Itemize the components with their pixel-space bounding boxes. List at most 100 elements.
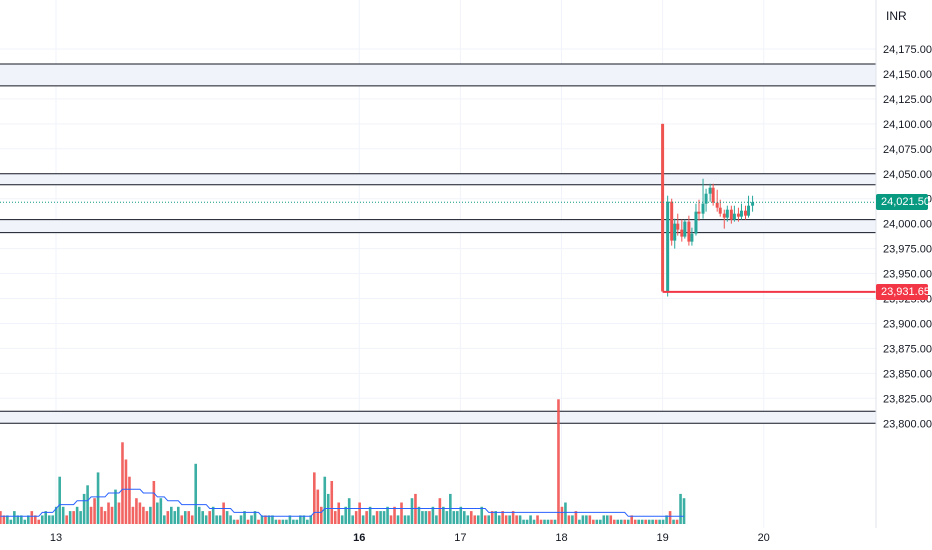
candle-body xyxy=(708,187,712,194)
volume-bar xyxy=(100,506,103,524)
volume-bar xyxy=(403,515,407,524)
volume-bar xyxy=(525,519,529,524)
volume-bar xyxy=(218,515,222,524)
volume-bar xyxy=(483,515,487,524)
volume-bar xyxy=(61,506,65,524)
candle-body xyxy=(722,213,726,218)
volume-bar xyxy=(585,515,588,524)
volume-bar xyxy=(40,515,44,524)
volume-bar xyxy=(54,506,58,524)
volume-bar xyxy=(504,515,508,524)
candle-body xyxy=(725,209,729,218)
volume-bar xyxy=(469,511,473,524)
volume-bar xyxy=(96,472,100,524)
volume-bar xyxy=(271,515,274,524)
volume-bar xyxy=(428,511,431,524)
volume-bar xyxy=(337,502,341,524)
volume-bar xyxy=(264,515,267,524)
price-axis[interactable]: 24,175.00 24,150.00 24,125.00 24,100.00 24,0… xyxy=(883,44,932,430)
volume-bar xyxy=(651,519,654,524)
volume-bar xyxy=(211,506,215,524)
volume-bar xyxy=(295,519,299,524)
volume-bar xyxy=(640,519,644,524)
volume-bar xyxy=(431,506,435,524)
volume-bar xyxy=(672,519,675,524)
volume-bar xyxy=(654,519,658,524)
volume-bar xyxy=(292,519,295,524)
volume-bar xyxy=(459,506,463,524)
volume-bar xyxy=(445,511,449,524)
time-tick-label: 19 xyxy=(656,532,668,544)
candle-body xyxy=(739,210,743,217)
volume-bar xyxy=(333,511,337,524)
volume-bar xyxy=(250,515,253,524)
volume-bar xyxy=(661,519,665,524)
volume-bar xyxy=(128,476,131,524)
volume-bar xyxy=(354,511,358,524)
time-axis[interactable]: 13161718192023242526 xyxy=(50,532,932,544)
volume-bar xyxy=(82,493,86,524)
volume-bar xyxy=(633,519,637,524)
price-tick-label: 24,075.00 xyxy=(883,144,932,156)
volume-bar xyxy=(407,515,410,524)
volume-bar xyxy=(375,511,379,524)
volume-bar xyxy=(47,515,51,524)
volume-bar xyxy=(417,506,421,524)
volume-bar xyxy=(532,519,536,524)
volume-bar xyxy=(58,476,61,524)
volume-bar xyxy=(518,515,522,524)
volume-bar xyxy=(361,515,365,524)
volume-bar xyxy=(72,511,75,524)
zone-fill xyxy=(0,63,876,86)
volume-bar xyxy=(592,519,595,524)
volume-bar xyxy=(340,515,344,524)
currency-label[interactable]: INR xyxy=(886,9,907,23)
candle-body xyxy=(715,202,719,208)
volume-bar xyxy=(222,502,225,524)
volume-bar xyxy=(197,506,201,524)
price-tick-label: 23,900.00 xyxy=(883,318,932,330)
volume-bar xyxy=(564,502,567,524)
volume-bar xyxy=(260,515,264,524)
volume-bar xyxy=(281,519,285,524)
volume-bar xyxy=(578,519,581,524)
volume-bar xyxy=(253,511,257,524)
volume-bar xyxy=(13,511,16,524)
price-levels xyxy=(0,201,876,293)
volume-bar xyxy=(682,498,686,524)
volume-bar xyxy=(497,515,501,524)
volume-bar xyxy=(2,515,6,524)
volume-bar xyxy=(612,519,616,524)
support-resistance-zones xyxy=(0,63,876,424)
volume-bar xyxy=(421,511,424,524)
volume-bar xyxy=(135,498,138,524)
volume-bar xyxy=(438,498,442,524)
volume-bars xyxy=(0,399,686,524)
volume-bar xyxy=(382,511,386,524)
price-tick-label: 23,850.00 xyxy=(883,368,932,380)
price-tick-label: 23,950.00 xyxy=(883,269,932,281)
volume-bar xyxy=(511,511,515,524)
volume-bar xyxy=(75,506,79,524)
volume-bar xyxy=(623,519,627,524)
volume-bar xyxy=(372,515,375,524)
volume-bar xyxy=(452,511,456,524)
volume-bar xyxy=(358,502,361,524)
volume-bar xyxy=(515,515,518,524)
time-tick-label: 18 xyxy=(555,532,567,544)
volume-bar xyxy=(609,515,613,524)
volume-bar xyxy=(476,515,480,524)
candle-body xyxy=(704,193,708,204)
volume-bar xyxy=(257,519,260,524)
volume-bar xyxy=(462,511,466,524)
volume-bar xyxy=(51,515,55,524)
volume-bar xyxy=(33,515,37,524)
volume-bar xyxy=(626,519,630,524)
volume-bar xyxy=(616,519,620,524)
volume-bar xyxy=(595,519,599,524)
volume-bar xyxy=(138,502,142,524)
volume-bar xyxy=(599,519,602,524)
volume-bar xyxy=(396,515,400,524)
price-tick-label: 24,150.00 xyxy=(883,69,932,81)
